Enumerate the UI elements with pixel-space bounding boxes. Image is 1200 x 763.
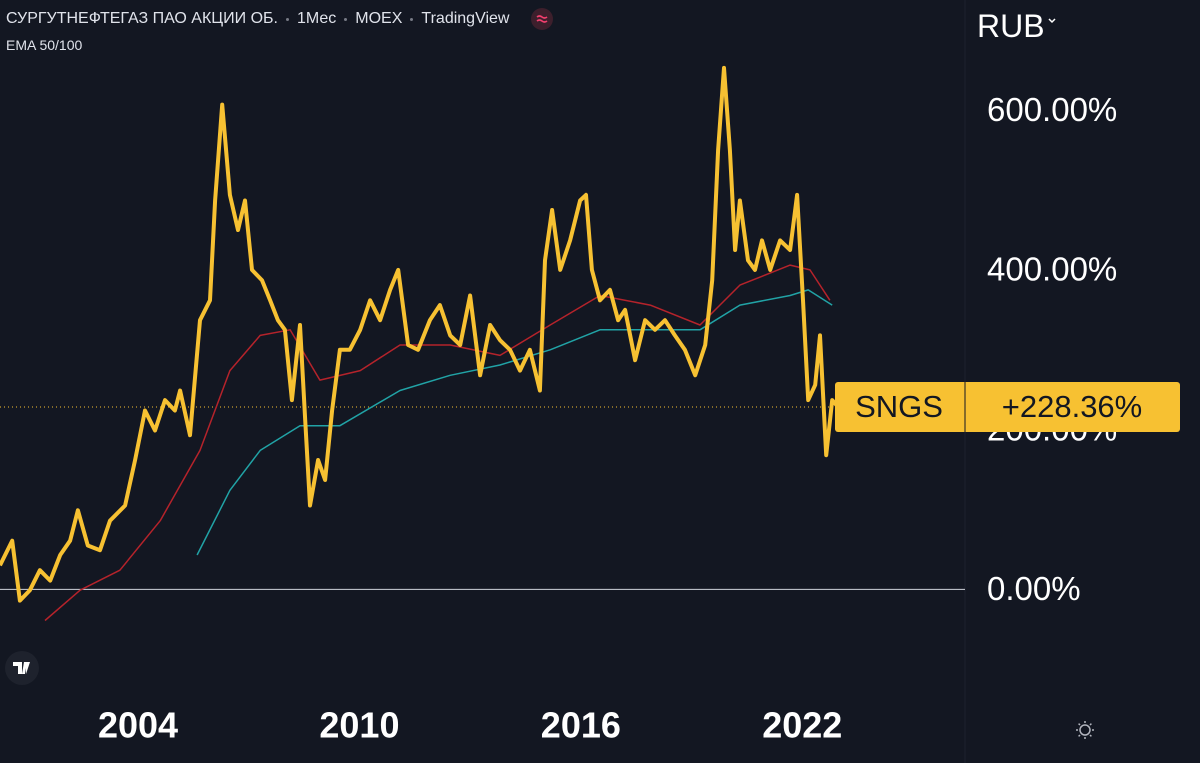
- source: TradingView: [421, 10, 510, 27]
- x-tick-label: 2016: [541, 705, 621, 746]
- y-tick-label: 400.00%: [987, 251, 1117, 288]
- currency-label: RUB: [977, 8, 1045, 44]
- last-value-badge: SNGS +228.36%: [835, 382, 1180, 433]
- currency-caret: [1048, 18, 1056, 24]
- header: СУРГУТНЕФТЕГАЗ ПАО АКЦИИ ОБ. 1Мес MOEX T…: [6, 8, 554, 30]
- tv-logo: [5, 651, 39, 685]
- indicator-label[interactable]: EMA 50/100: [6, 37, 83, 53]
- badge-name: SNGS: [855, 389, 943, 424]
- currency[interactable]: RUB: [977, 8, 1057, 45]
- settings-icon[interactable]: [1076, 721, 1094, 739]
- y-tick-label: 0.00%: [987, 570, 1081, 607]
- series-line: [44, 264, 831, 622]
- badge-value: +228.36%: [1002, 389, 1142, 424]
- series-line: [0, 65, 840, 603]
- separator: [410, 17, 414, 21]
- status-icon: [531, 8, 554, 30]
- interval[interactable]: 1Мес: [296, 10, 337, 27]
- x-tick-label: 2010: [319, 705, 399, 746]
- exchange: MOEX: [355, 10, 403, 27]
- x-tick-label: 2022: [762, 705, 842, 746]
- separator: [344, 17, 348, 21]
- x-tick-label: 2004: [98, 705, 178, 746]
- symbol-title: СУРГУТНЕФТЕГАЗ ПАО АКЦИИ ОБ.: [6, 10, 278, 27]
- separator: [285, 17, 289, 21]
- badge-bg: [835, 382, 1180, 433]
- y-tick-label: 600.00%: [987, 91, 1117, 128]
